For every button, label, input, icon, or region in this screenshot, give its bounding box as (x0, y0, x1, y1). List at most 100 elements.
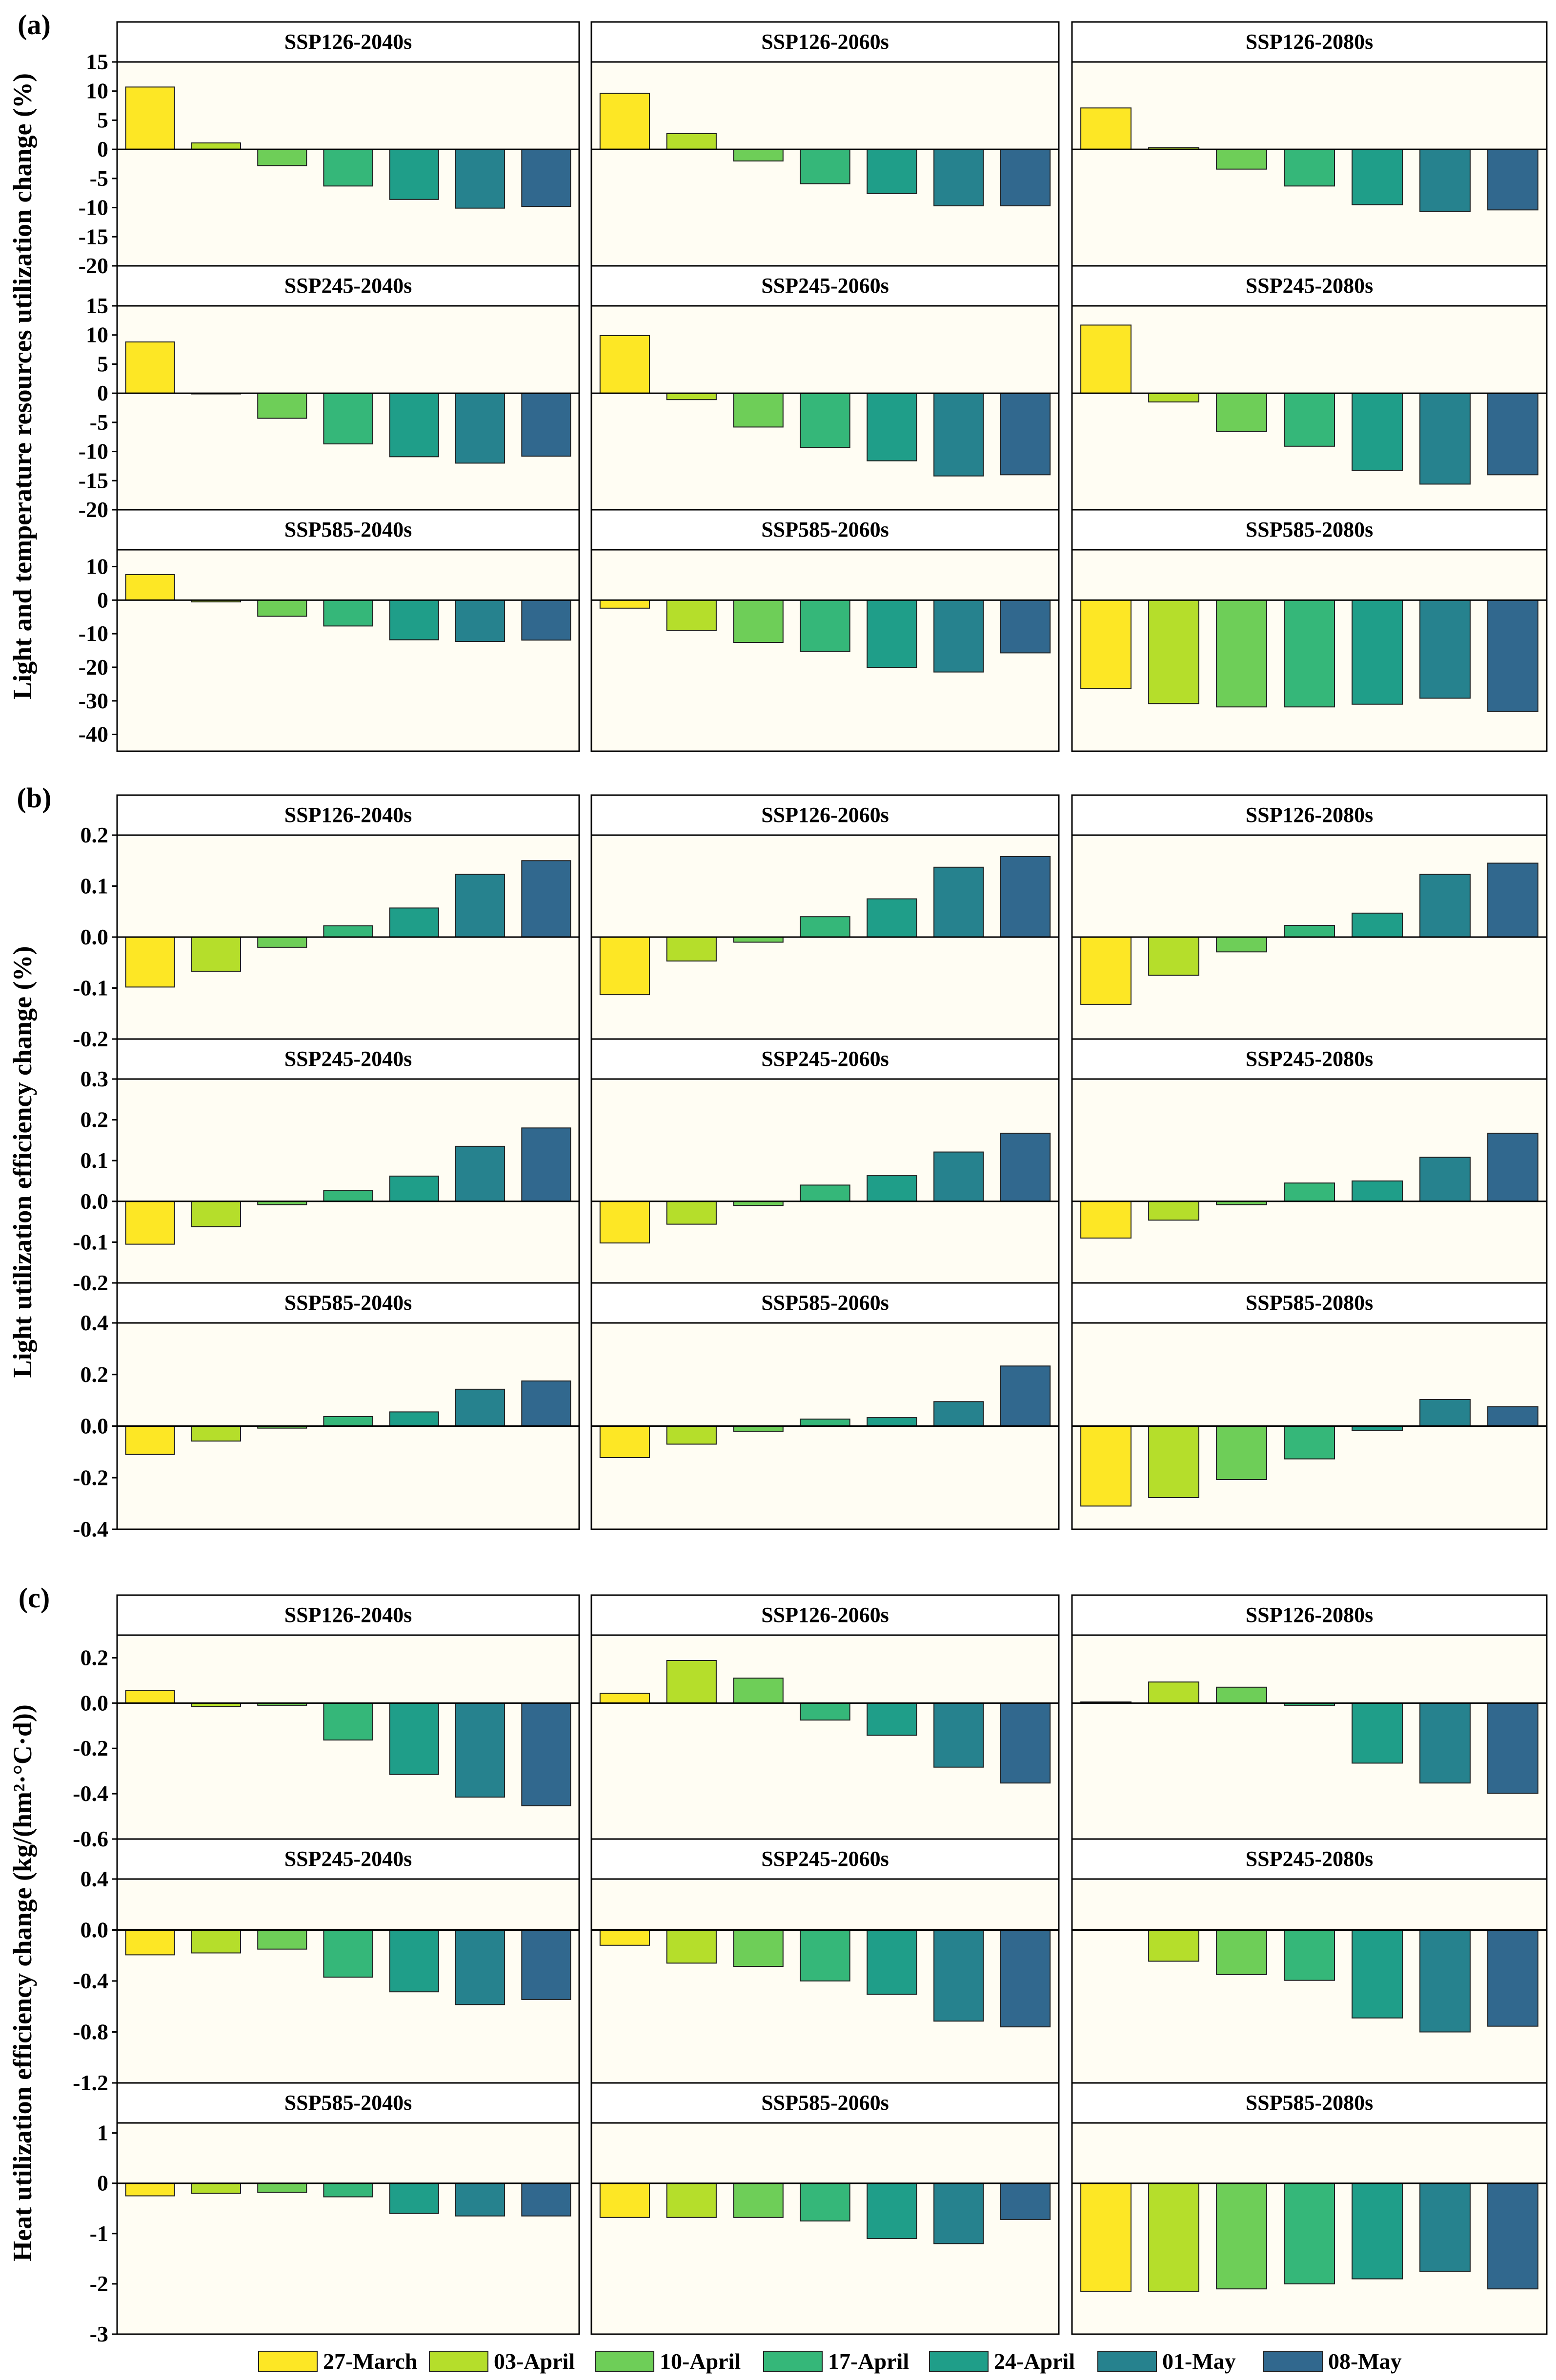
y-tick-label: -0.2 (73, 1270, 108, 1295)
section-label: (c) (19, 1582, 50, 1614)
bar-08-May (521, 1702, 571, 1806)
bar-24-April (1352, 2182, 1403, 2280)
bar-24-April (389, 907, 439, 938)
panel-title-strip (1071, 265, 1548, 307)
panel-title-strip (116, 1282, 580, 1324)
bar-27-March (599, 1200, 650, 1244)
y-tick-label: 0.0 (81, 1189, 109, 1214)
panel-SSP126-2040s: SSP126-2040s 0.2 0.1 0.0 -0.1 -0.2 (73, 794, 580, 1051)
panel-SSP126-2060s: SSP126-2060s (590, 794, 1060, 1040)
bar-27-March (599, 1425, 650, 1458)
chart-3: (c) Heat utilization efficiency change (k… (8, 1582, 1548, 2346)
panel-title: SSP126-2080s (1246, 803, 1374, 827)
bar-08-May (521, 2182, 571, 2217)
y-axis-label: Light and temperature resources utilizat… (8, 73, 37, 700)
panel-SSP585-2040s: SSP585-2040s 1 0 -1 -2 -3 (90, 2082, 580, 2346)
chart-2: (b) Light utilization efficiency change (… (8, 782, 1548, 1541)
bar-10-April (257, 2182, 307, 2193)
y-tick-label: 0.2 (81, 1362, 109, 1387)
y-tick-label: -0.2 (73, 1465, 108, 1490)
bar-17-April (800, 1929, 850, 1981)
section-label: (b) (17, 782, 52, 814)
y-tick-label: -1 (90, 2221, 108, 2246)
y-tick-label: 0.2 (81, 1107, 109, 1132)
bar-03-April (191, 1425, 241, 1442)
bar-08-May (1487, 1929, 1539, 2027)
panel-title: SSP585-2040s (284, 2091, 412, 2115)
bar-24-April (1352, 1702, 1403, 1764)
y-tick-label: 10 (86, 79, 108, 103)
bar-27-March (1080, 107, 1132, 150)
bar-17-April (800, 149, 850, 184)
bar-17-April (323, 149, 373, 187)
bar-03-April (1148, 393, 1200, 402)
y-tick-label: 10 (86, 322, 108, 347)
bar-01-May (455, 2182, 505, 2217)
bar-03-April (1148, 1681, 1200, 1704)
panel-SSP126-2060s: SSP126-2060s (590, 1594, 1060, 1840)
panel-title: SSP245-2060s (761, 1047, 889, 1071)
bar-24-April (867, 1929, 917, 1995)
bar-03-April (1148, 600, 1200, 704)
bar-03-April (666, 133, 717, 150)
bar-17-April (323, 925, 373, 938)
bar-01-May (1419, 1399, 1471, 1427)
y-tick-label: 5 (97, 351, 108, 376)
legend-label: 17-April (828, 2349, 909, 2374)
bar-17-April (323, 600, 373, 627)
y-tick-label: -0.1 (73, 976, 108, 1000)
panel-SSP245-2060s: SSP245-2060s (590, 1838, 1060, 2084)
bar-27-March (1080, 937, 1132, 1005)
bar-01-May (1419, 1702, 1471, 1784)
panel-title: SSP245-2060s (761, 274, 889, 298)
panel-title: SSP245-2080s (1246, 1847, 1374, 1871)
bar-10-April (1216, 1929, 1268, 1975)
bar-03-April (1148, 1200, 1200, 1221)
bar-17-April (800, 1419, 850, 1427)
bar-01-May (455, 393, 505, 464)
bar-03-April (191, 1200, 241, 1227)
y-tick-label: -5 (90, 410, 108, 435)
y-tick-label: 0.2 (81, 1645, 109, 1670)
bar-10-April (257, 149, 307, 166)
bar-10-April (1216, 2182, 1268, 2290)
y-tick-label: -0.4 (73, 1517, 108, 1541)
bar-03-April (1148, 2182, 1200, 2292)
panel-background (591, 1635, 1059, 1839)
bar-01-May (933, 1929, 984, 2022)
y-tick-label: -20 (79, 497, 108, 522)
bar-01-May (455, 1702, 505, 1798)
panel-title: SSP585-2060s (761, 2091, 889, 2115)
panel-SSP245-2060s: SSP245-2060s (590, 265, 1060, 511)
panel-title-strip (590, 265, 1060, 307)
legend-swatch-24-April (929, 2351, 989, 2372)
bar-10-April (733, 1425, 784, 1432)
bar-24-April (867, 1175, 917, 1202)
bar-27-March (599, 1929, 650, 1946)
bar-10-April (1216, 1425, 1268, 1480)
panel-title: SSP245-2060s (761, 1847, 889, 1871)
bar-01-May (455, 874, 505, 938)
y-tick-label: 0.2 (81, 822, 109, 847)
panel-title: SSP585-2080s (1246, 1291, 1374, 1315)
y-tick-label: -0.1 (73, 1229, 108, 1254)
panel-SSP585-2080s: SSP585-2080s (1071, 509, 1548, 752)
bar-08-May (1000, 149, 1051, 206)
bar-17-April (800, 600, 850, 652)
bar-27-March (125, 1425, 175, 1455)
panel-SSP585-2080s: SSP585-2080s (1071, 1282, 1548, 1530)
panel-SSP585-2060s: SSP585-2060s (590, 509, 1060, 752)
bar-10-April (257, 393, 307, 419)
y-tick-label: -20 (79, 253, 108, 278)
bar-01-May (1419, 1929, 1471, 2033)
y-tick-label: -0.4 (73, 1781, 108, 1806)
panel-title-strip (590, 1038, 1060, 1080)
bar-03-April (191, 1929, 241, 1954)
bar-01-May (455, 1929, 505, 2005)
bar-17-April (800, 916, 850, 938)
bar-08-May (1487, 1133, 1539, 1202)
panel-background (591, 2123, 1059, 2334)
bar-08-May (1000, 2182, 1051, 2220)
panel-frame (590, 2122, 1060, 2335)
